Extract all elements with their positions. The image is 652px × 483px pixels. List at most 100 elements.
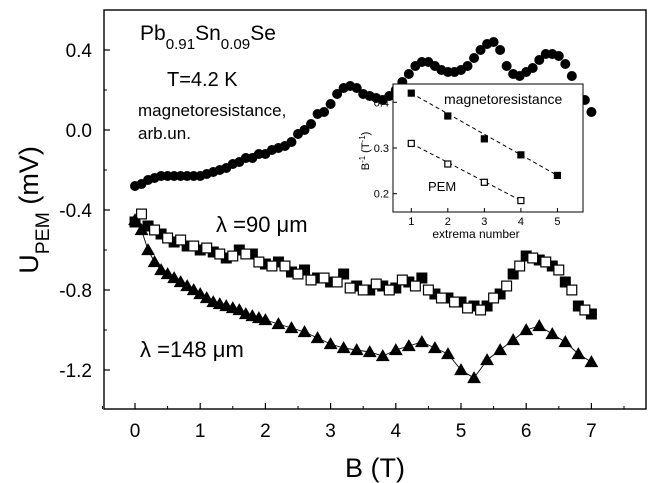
x-tick-label: 3 [325,421,336,442]
series-1-point [220,252,232,264]
series-2-point [488,292,500,304]
series-0-point [560,59,571,69]
series-3-point [232,303,247,316]
series-1-point [442,292,454,304]
x-tick-label: 4 [391,421,402,442]
series-3-point [493,343,508,356]
series-2-point [514,260,526,272]
series-3-point [467,371,481,384]
y-axis-label-part: U [14,254,44,274]
x-axis-label: B (T) [345,453,405,483]
series-3-point [558,335,573,348]
inset-legend-magnetoresistance: magnetoresistance [444,91,563,107]
series-2-point [553,264,565,276]
series-1-point [416,272,428,284]
series-2-point [240,248,252,260]
inset-series-1-point [480,178,488,186]
series-0-point [286,137,297,147]
series-0-point [534,55,545,65]
series-0-point [306,119,317,129]
series-2-point [448,296,460,308]
series-1-point [429,288,441,300]
series-3-point [134,223,149,236]
series-1-point [168,236,180,248]
series-1-point [181,240,193,252]
series-3-point [271,317,286,330]
series-2-point [579,304,591,316]
series-1-point [559,276,571,288]
series-2-point [188,240,200,252]
series-2-point [305,274,317,286]
inset-series-1-point [407,139,415,148]
series-3-point [532,319,547,332]
series-1-point [207,246,219,258]
series-3-point [284,321,299,334]
inset-y-axis-label-part: ) [360,132,372,136]
series-1-point [572,300,584,312]
series-3-point [310,331,325,344]
series-3-point [571,347,586,360]
series-2-point [149,224,161,236]
series-3-point [388,343,403,356]
series-3-point [428,341,442,354]
inset-y-tick-label: 0.4 [374,97,389,109]
x-tick-label: 7 [586,421,597,442]
inset-x-tick-label: 2 [445,216,451,228]
lambda-148-label: λ =148 μm [140,337,244,362]
main-plot: 0123456780.40.0-0.4-0.8-1.2B (T)UPEM (mV… [14,9,652,483]
series-2-point [566,284,578,296]
series-2-point [357,284,369,296]
series-0-point [403,69,414,79]
series-1-point [533,254,545,266]
series-3-point [160,267,175,280]
series-0-point [488,37,499,47]
series-1-point [468,300,480,312]
series-0-point [299,125,310,135]
series-2-point [318,272,330,284]
magnetoresistance-label: magnetoresistance, [138,101,286,120]
series-2-point [136,208,148,220]
x-tick-label: 6 [521,421,532,442]
series-3-point [147,255,162,268]
series-2-point [253,256,265,268]
series-3-point [154,263,168,276]
compound-formula-part: 0.91 [166,36,195,53]
arb-units-label: arb.un. [138,124,191,143]
series-1-point [233,244,245,256]
inset-y-axis-label-part: -1 [358,135,367,143]
series-3-point [584,355,599,368]
series-0-point [351,83,362,93]
series-1-point [299,264,311,276]
series-3-point [414,335,429,348]
series-1-point [194,244,206,256]
series-3-point [545,327,560,340]
inset-x-tick-label: 5 [554,216,560,228]
inset-series-0-point [407,89,415,97]
series-3-point [336,341,351,354]
series-1-point [312,272,324,284]
series-2-point [383,284,395,296]
series-1-point [585,308,597,320]
series-3-point [480,353,494,366]
series-1-point [351,280,363,292]
series-0-point [553,51,564,61]
y-tick-label: 0.0 [66,121,92,142]
series-2-point [227,250,239,262]
series-0-point [495,45,506,55]
series-2-point [344,282,356,294]
series-2-point [279,260,291,272]
x-tick-label: 5 [456,421,467,442]
series-3-point [173,275,188,288]
inset-y-tick-label: 0.3 [374,143,389,155]
series-3-point [401,339,416,352]
x-tick-label: 2 [260,421,271,442]
temperature-label: T=4.2 K [167,69,238,91]
inset-series-0-point [517,151,525,159]
inset-legend-pem: PEM [428,179,456,194]
series-3-point [323,337,338,350]
series-2-point [201,242,213,254]
series-3-point [519,323,534,336]
y-tick-label: -0.4 [59,201,92,222]
inset-x-tick-label: 3 [481,216,487,228]
compound-formula: Pb0.91Sn0.09Se [140,22,276,53]
